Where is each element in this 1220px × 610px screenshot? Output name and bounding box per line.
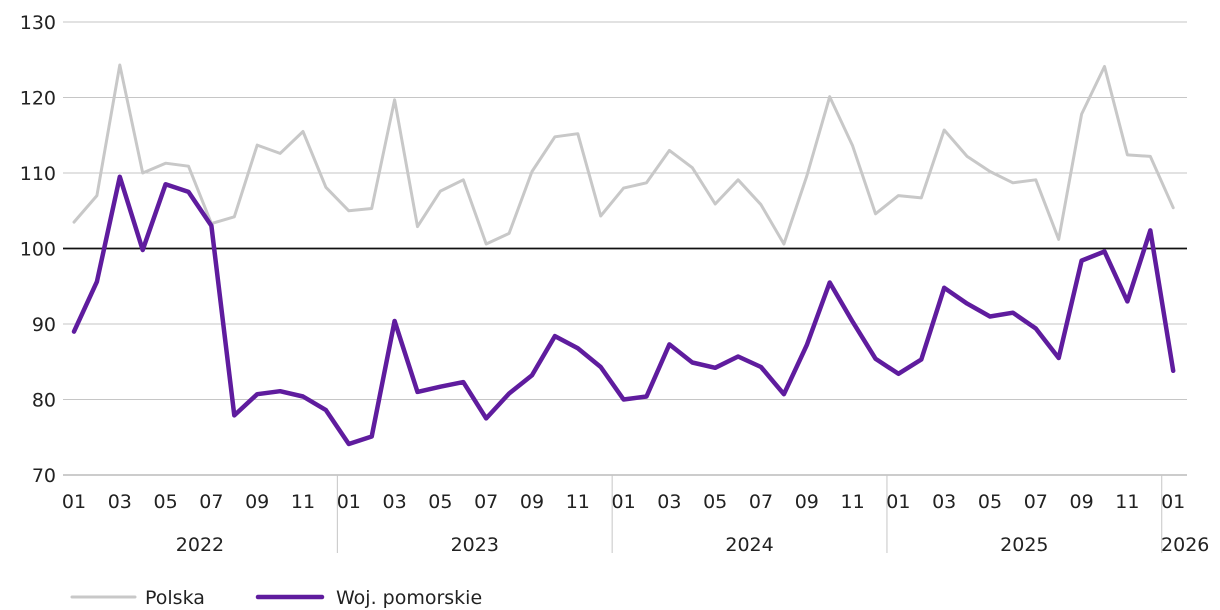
y-axis: 70 80 90 100 110 120 130 (20, 12, 56, 487)
year-label: 2022 (176, 534, 224, 556)
y-tick-label: 80 (32, 390, 56, 412)
year-label: 2023 (451, 534, 499, 556)
x-tick-label: 01 (886, 491, 910, 513)
x-tick-label: 01 (612, 491, 636, 513)
series-lines (63, 63, 1187, 447)
series-line-polska (72, 63, 1175, 246)
x-tick-label: 11 (841, 491, 865, 513)
legend-label: Woj. pomorskie (336, 587, 482, 609)
x-tick-label: 09 (245, 491, 269, 513)
x-tick-label: 07 (1024, 491, 1048, 513)
year-label: 2026 (1161, 534, 1209, 556)
y-tick-label: 130 (20, 12, 56, 34)
x-axis: 01 03 05 07 09 11 01 03 05 07 09 11 01 03 05 07 09 11 01 03… (62, 474, 1209, 556)
x-tick-label: 09 (795, 491, 819, 513)
x-tick-label: 05 (428, 491, 452, 513)
y-tick-label: 110 (20, 163, 56, 185)
series-line-pomorskie (71, 174, 1176, 447)
x-tick-label: 01 (1161, 491, 1185, 513)
x-tick-label: 03 (108, 491, 132, 513)
x-tick-label: 01 (337, 491, 361, 513)
year-label: 2025 (1000, 534, 1048, 556)
x-tick-label: 07 (474, 491, 498, 513)
x-tick-label: 05 (978, 491, 1002, 513)
y-tick-label: 100 (20, 239, 56, 261)
x-tick-label: 03 (657, 491, 681, 513)
x-tick-label: 03 (932, 491, 956, 513)
x-tick-label: 11 (1115, 491, 1139, 513)
y-tick-label: 90 (32, 314, 56, 336)
y-tick-label: 120 (20, 88, 56, 110)
x-tick-label: 07 (199, 491, 223, 513)
y-tick-label: 70 (32, 465, 56, 487)
x-tick-label: 11 (291, 491, 315, 513)
x-tick-label: 09 (1070, 491, 1094, 513)
x-tick-label: 11 (566, 491, 590, 513)
x-tick-label: 05 (703, 491, 727, 513)
legend: Polska Woj. pomorskie (70, 587, 482, 609)
legend-label: Polska (145, 587, 205, 609)
x-tick-label: 03 (383, 491, 407, 513)
x-tick-label: 09 (520, 491, 544, 513)
year-label: 2024 (725, 534, 773, 556)
x-tick-label: 01 (62, 491, 86, 513)
x-tick-label: 07 (749, 491, 773, 513)
x-tick-label: 05 (154, 491, 178, 513)
